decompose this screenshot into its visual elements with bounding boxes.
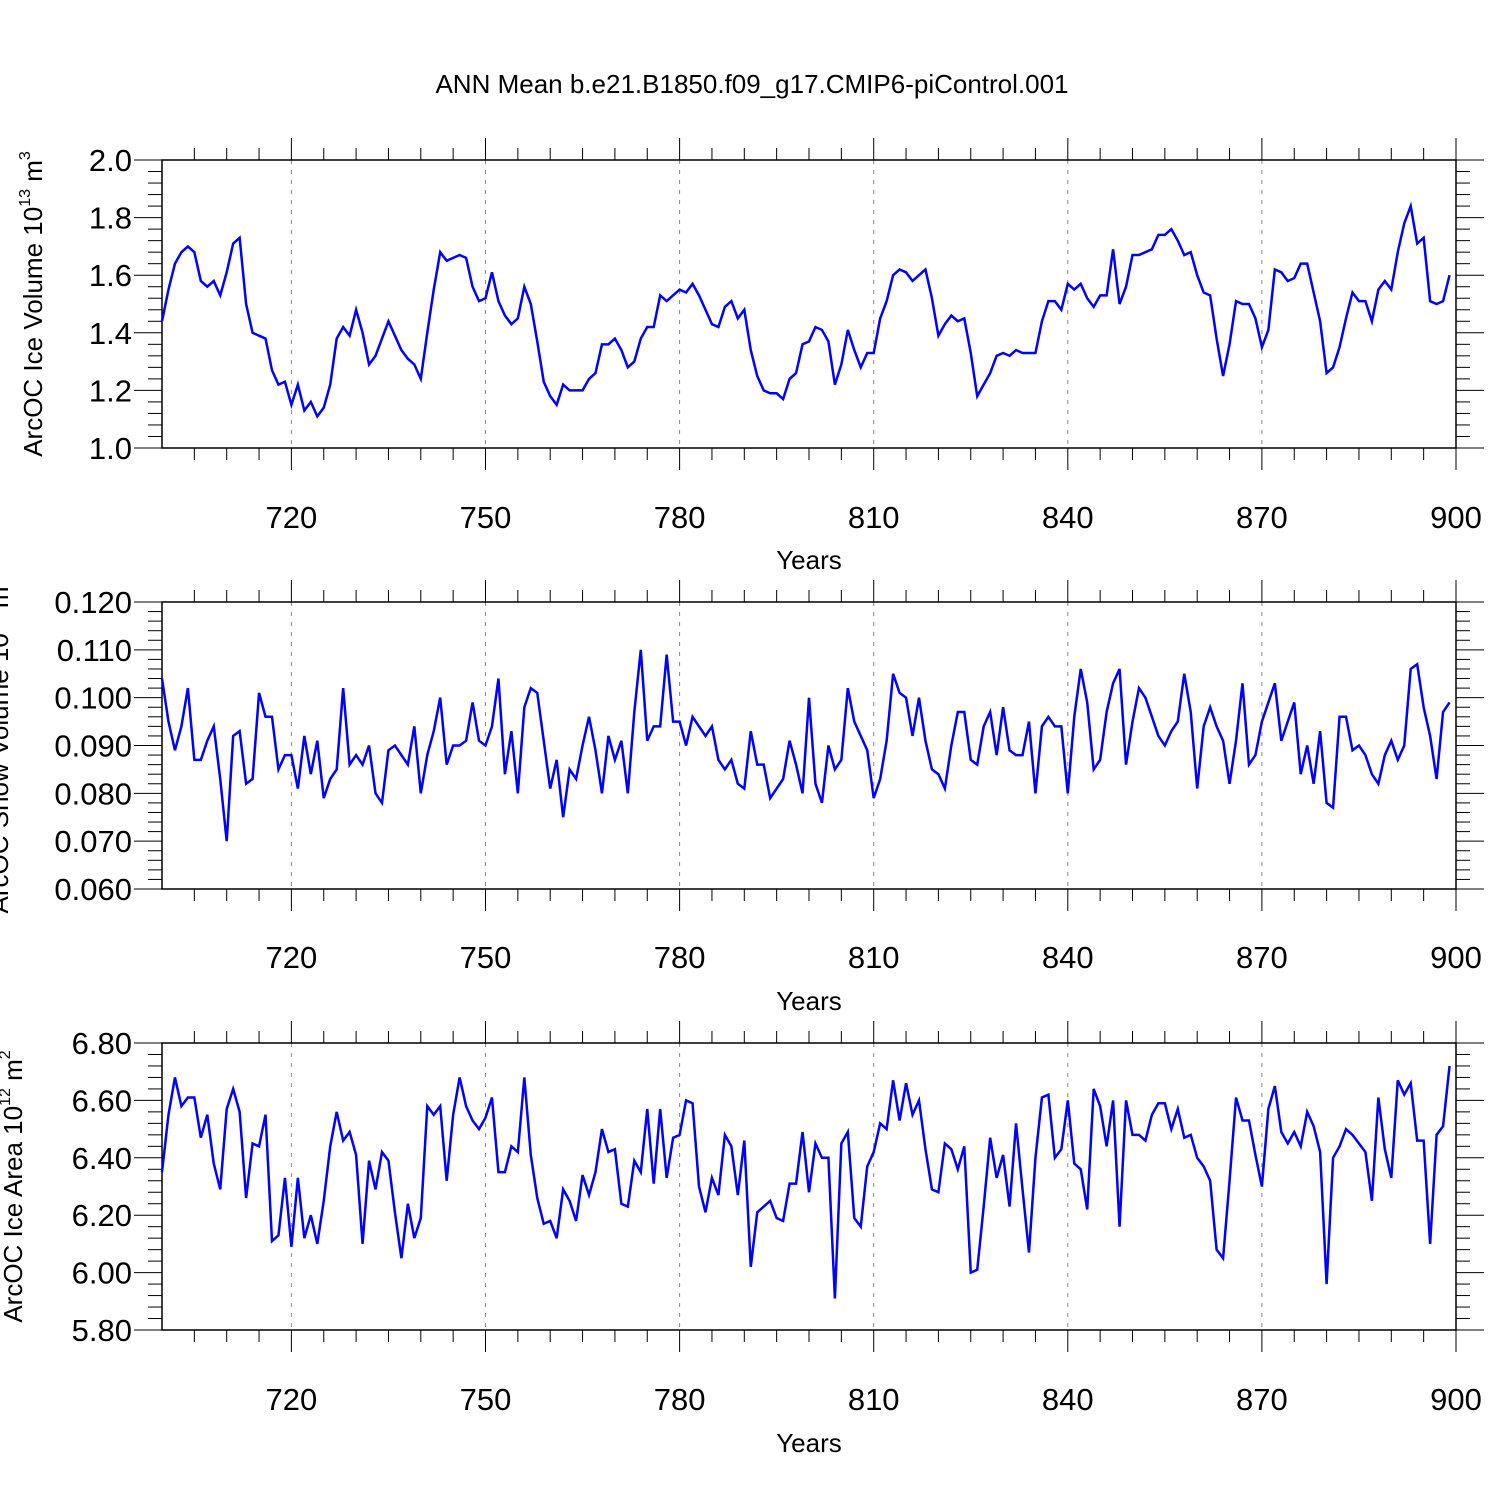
y-axis-title-unit-exponent: 3: [17, 151, 34, 160]
y-axis-title-unit-exponent: 2: [0, 1050, 14, 1059]
y-axis-title-unit: m: [18, 160, 48, 189]
x-tick-label: 750: [460, 940, 512, 975]
y-tick-label: 0.080: [54, 776, 132, 811]
panel-snow-volume: 0.060 0.070 0.080 0.090 0.100 0.110 0.120 720 75…: [0, 577, 1484, 1016]
y-tick-label: 1.4: [89, 316, 132, 351]
panel-ice-volume: 1.0 1.2 1.4 1.6 1.8 2.0 720 750 780 810 840 870 900 Y…: [17, 138, 1484, 575]
x-tick-label: 780: [654, 940, 706, 975]
x-tick-label: 720: [266, 500, 318, 535]
y-tick-label: 6.40: [72, 1141, 132, 1176]
y-axis-title-unit: m: [0, 1059, 28, 1088]
y-tick-label: 0.110: [57, 633, 132, 668]
y-tick-label: 0.070: [54, 824, 132, 859]
x-tick-label: 870: [1236, 940, 1288, 975]
x-tick-label: 720: [266, 1382, 318, 1417]
x-axis-title: Years: [776, 986, 842, 1016]
y-tick-label: 1.2: [89, 373, 132, 408]
x-tick-label: 750: [460, 1382, 512, 1417]
x-axis-title: Years: [776, 545, 842, 575]
y-tick-label: 6.80: [72, 1026, 132, 1061]
y-tick-label: 1.0: [89, 431, 132, 466]
x-tick-label: 870: [1236, 1382, 1288, 1417]
y-axis-title-exponent: 12: [0, 1088, 14, 1106]
y-axis-title-unit: m: [0, 586, 14, 615]
x-tick-label: 900: [1430, 1382, 1482, 1417]
y-tick-label: 0.100: [54, 681, 132, 716]
plot-frame: [161, 1042, 1457, 1331]
y-tick-label: 0.060: [54, 872, 132, 907]
x-tick-label: 750: [460, 500, 512, 535]
y-tick-label: 6.20: [72, 1198, 132, 1233]
series-line-ice-area: [160, 1065, 1451, 1299]
y-axis-title: ArcOC Snow Volume 1013 m3: [0, 577, 14, 913]
y-tick-label: 6.60: [72, 1083, 132, 1118]
y-tick-label: 1.8: [89, 201, 132, 236]
x-tick-label: 840: [1042, 940, 1094, 975]
chart-title: ANN Mean b.e21.B1850.f09_g17.CMIP6-piCon…: [435, 69, 1068, 99]
x-tick-label: 840: [1042, 1382, 1094, 1417]
y-tick-label: 5.80: [72, 1313, 132, 1348]
y-tick-label: 0.090: [54, 729, 132, 764]
x-tick-label: 780: [654, 1382, 706, 1417]
y-tick-label: 2.0: [89, 143, 132, 178]
x-tick-label: 900: [1430, 940, 1482, 975]
x-tick-label: 780: [654, 500, 706, 535]
x-tick-label: 900: [1430, 500, 1482, 535]
plot-frame: [161, 159, 1457, 449]
y-axis-title-text: ArcOC Snow Volume 10: [0, 633, 14, 913]
y-tick-label: 6.00: [72, 1256, 132, 1291]
x-tick-label: 810: [848, 1382, 900, 1417]
y-tick-label: 0.120: [54, 585, 132, 620]
panel-ice-area: 5.80 6.00 6.20 6.40 6.60 6.80 720 750 780 810 840 8…: [0, 1021, 1484, 1458]
y-axis-title-text: ArcOC Ice Area 10: [0, 1106, 28, 1323]
x-axis-title: Years: [776, 1428, 842, 1458]
x-tick-label: 810: [848, 940, 900, 975]
x-tick-label: 720: [266, 940, 318, 975]
x-tick-label: 840: [1042, 500, 1094, 535]
chart-panels: 1.0 1.2 1.4 1.6 1.8 2.0 720 750 780 810 840 870 900 Y…: [0, 138, 1484, 1458]
plot-frame: [161, 601, 1457, 890]
series-line-snow-volume: [160, 649, 1451, 842]
y-axis-title: ArcOC Ice Area 1012 m2: [0, 1050, 28, 1322]
x-tick-label: 810: [848, 500, 900, 535]
series-line-ice-volume: [160, 201, 1451, 419]
y-axis-title-text: ArcOC Ice Volume 10: [18, 207, 48, 457]
y-axis-title-exponent: 13: [17, 189, 34, 207]
y-axis-title: ArcOC Ice Volume 1013 m3: [17, 151, 48, 457]
y-tick-label: 1.6: [89, 258, 132, 293]
x-tick-label: 870: [1236, 500, 1288, 535]
